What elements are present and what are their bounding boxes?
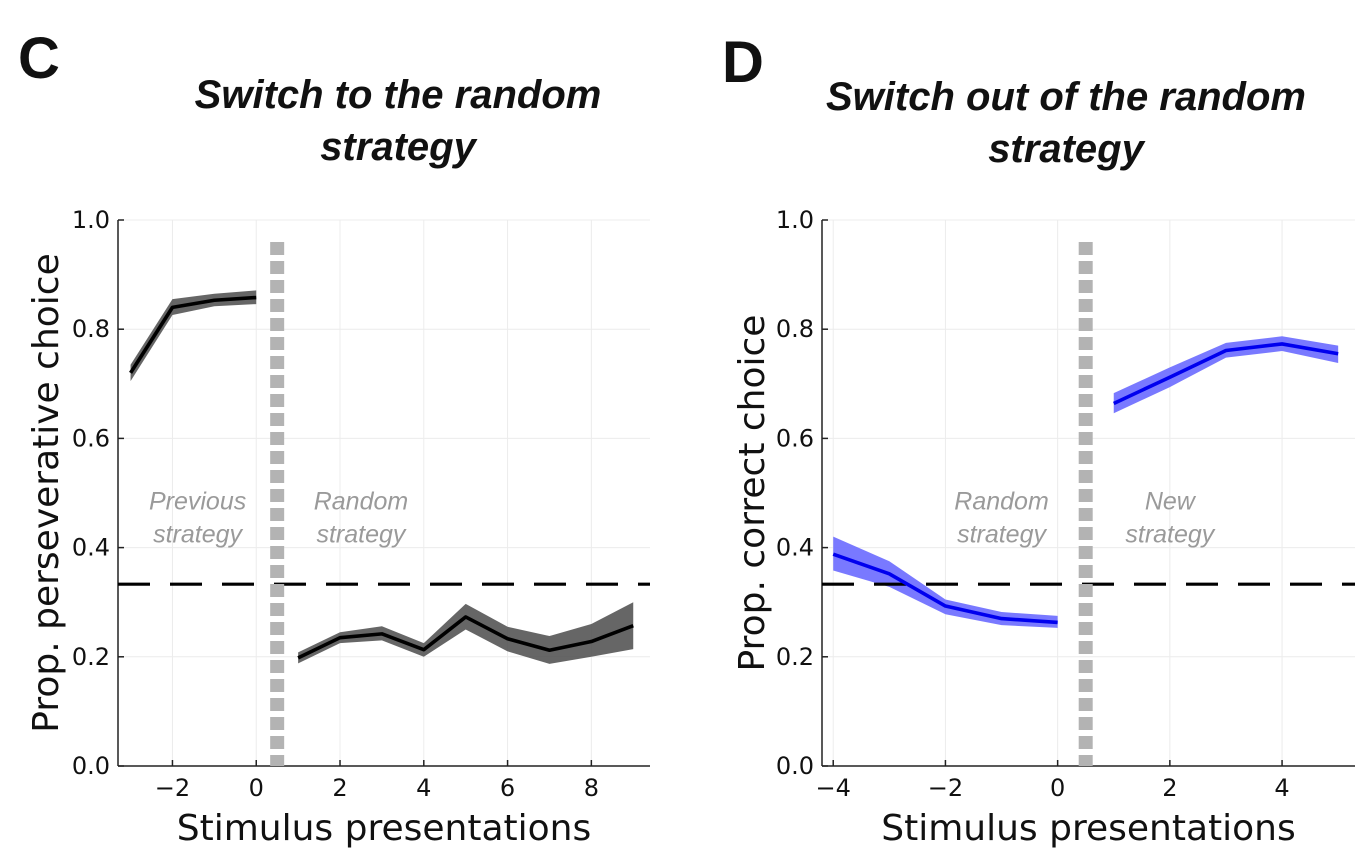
panel-c: C Switch to the random strategy −2 0 2 4 6 8 0.0 0… xyxy=(18,26,650,849)
x-tick-label: −4 xyxy=(816,774,851,802)
data-line-before-switch xyxy=(129,295,257,374)
y-tick-label: 0.6 xyxy=(776,424,814,452)
y-tick-label: 0.6 xyxy=(72,424,110,452)
chart-title: strategy xyxy=(988,127,1145,171)
y-axis-label: Prop. correct choice xyxy=(732,315,773,672)
chart-title: Switch out of the random xyxy=(826,75,1306,119)
x-tick-label: 0 xyxy=(1050,774,1065,802)
x-tick-label: −2 xyxy=(928,774,963,802)
x-axis-label: Stimulus presentations xyxy=(177,808,592,849)
strategy-annotation: strategy xyxy=(1125,520,1215,548)
strategy-annotation: Random xyxy=(314,487,409,515)
y-tick-label: 0.4 xyxy=(776,534,814,562)
x-tick-label: 6 xyxy=(500,774,515,802)
chart-title: strategy xyxy=(320,125,477,169)
x-tick-label: 4 xyxy=(1274,774,1289,802)
x-tick-label: 0 xyxy=(249,774,264,802)
y-tick-label: 0.0 xyxy=(72,752,110,780)
strategy-annotation: strategy xyxy=(957,520,1047,548)
x-tick-label: −2 xyxy=(155,774,190,802)
confidence-band xyxy=(833,536,1058,628)
x-tick-label: 8 xyxy=(584,774,599,802)
y-tick-label: 0.2 xyxy=(72,643,110,671)
confidence-band xyxy=(298,602,634,664)
y-tick-label: 0.2 xyxy=(776,643,814,671)
x-axis-label: Stimulus presentations xyxy=(881,808,1296,849)
y-tick-label: 0.8 xyxy=(72,315,110,343)
panel-d: D Switch out of the random strategy −4 −2 0 2 4… xyxy=(722,30,1355,849)
strategy-annotation: strategy xyxy=(153,520,243,548)
x-tick-label: 2 xyxy=(1162,774,1177,802)
panel-letter: C xyxy=(18,26,60,91)
x-tick-label: 4 xyxy=(416,774,431,802)
strategy-annotation: Previous xyxy=(149,487,246,515)
strategy-annotation: New xyxy=(1145,487,1197,515)
chart-title: Switch to the random xyxy=(195,73,602,117)
x-tick-label: 2 xyxy=(332,774,347,802)
strategy-annotation: Random xyxy=(954,487,1049,515)
panel-letter: D xyxy=(722,30,764,95)
y-tick-label: 0.4 xyxy=(72,534,110,562)
y-axis-label: Prop. perseverative choice xyxy=(26,253,67,732)
y-tick-label: 0.8 xyxy=(776,315,814,343)
y-tick-label: 0.0 xyxy=(776,752,814,780)
strategy-annotation: strategy xyxy=(316,520,406,548)
y-tick-label: 1.0 xyxy=(776,206,814,234)
y-tick-label: 1.0 xyxy=(72,206,110,234)
